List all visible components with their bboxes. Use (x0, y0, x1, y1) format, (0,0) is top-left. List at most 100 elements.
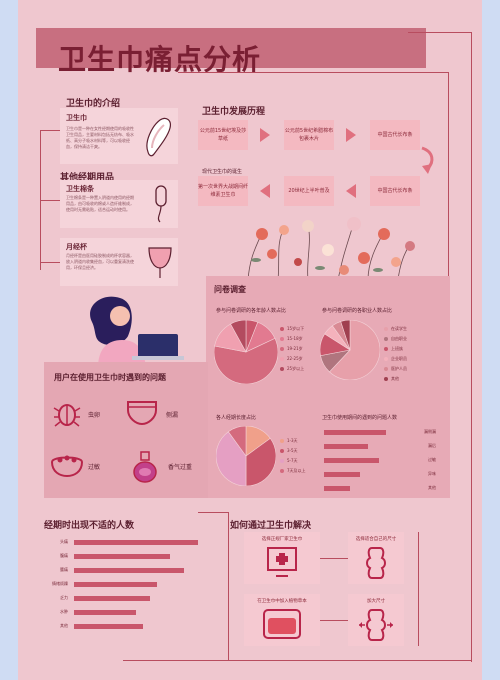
legend-item: 自由职业 (384, 336, 407, 342)
legend-item: 医护人员 (384, 366, 407, 372)
history-item: 公元前5世纪希腊棉布包裹木片 (284, 120, 334, 150)
legend-item: 企业职员 (384, 356, 407, 362)
age-pie-chart (214, 320, 278, 384)
problem-label: 虫卵 (88, 412, 101, 419)
solution-label: 在卫生巾中加入植物草本 (257, 599, 307, 604)
pie-slice (329, 320, 380, 380)
bar (324, 486, 350, 491)
history-item-text: 公元前5世纪希腊棉布包裹木片 (284, 128, 334, 142)
legend-item: 22-25岁 (280, 356, 303, 362)
pie-slice (214, 337, 278, 384)
chart1-title: 参与问卷调研的各年龄人数占比 (216, 308, 287, 314)
frame-line (198, 512, 228, 513)
bar-label: 腰痛 (60, 567, 68, 572)
bar-label: 水肿 (60, 609, 68, 614)
herbal-pad-icon (263, 609, 301, 639)
arrow-left-icon (260, 184, 270, 198)
menstrual-cup-icon (148, 247, 172, 278)
connector (40, 262, 60, 263)
cup-card: 月经杯 月经杯是由医用硅胶制成的杯状容器，放入阴道内收集经血，可以重复清洗使用，… (60, 238, 178, 286)
arrow-right-icon (260, 128, 270, 142)
legend-item: 1-3天 (280, 438, 298, 444)
pie-slice (340, 320, 351, 351)
history-item: 中国古代长布条 (370, 176, 420, 206)
history-item: 中国古代长布条 (370, 120, 420, 150)
intro-heading: 卫生巾的介绍 (66, 99, 121, 109)
pie-slice (230, 320, 247, 353)
legend-item: 其他 (384, 376, 399, 382)
frame-line (228, 512, 229, 660)
bar (74, 582, 157, 587)
frame-line (448, 72, 449, 352)
woman-laptop-illustration (90, 296, 184, 368)
chart3-title: 各人经期长度占比 (216, 415, 257, 421)
legend-item: 上班族 (384, 346, 403, 352)
connector (40, 130, 60, 131)
frame-line (471, 32, 472, 662)
bar (324, 458, 379, 463)
bar (74, 540, 198, 545)
first-aid-monitor-icon (267, 547, 297, 577)
period-length-pie-chart (216, 426, 276, 486)
intro-card: 卫生巾 卫生巾是一种在女性经期使用的吸收性卫生用品，主要材料包括无纺布、吸水纸、… (60, 108, 178, 164)
history-item: 第一次世界大战期间纤维素卫生巾 (198, 176, 248, 206)
discomfort-heading: 经期时出现不适的人数 (44, 521, 135, 531)
tampon-icon (155, 185, 167, 223)
bar (74, 554, 171, 559)
pie-slice (245, 437, 276, 486)
cup-text: 月经杯是由医用硅胶制成的杯状容器，放入阴道内收集经血，可以重复清洗使用，环保且经… (66, 253, 134, 270)
bar-label: 漏后 (428, 443, 436, 448)
bar (324, 444, 368, 449)
solution-card: 在卫生巾中加入植物草本 (244, 594, 320, 646)
legend-item: 15岁以下 (280, 326, 304, 332)
bar-label: 其他 (60, 623, 68, 628)
solution-card: 选择正规厂家卫生巾 (244, 532, 320, 584)
legend-item: 7天及以上 (280, 468, 306, 474)
solution-card: 加大尺寸 (348, 594, 404, 646)
legend-item: 25岁以上 (280, 366, 304, 372)
curved-arrow-icon (421, 146, 434, 174)
enlarge-pad-icon (359, 609, 393, 641)
history-item-text: 中国古代长布条 (377, 188, 413, 194)
legend-item: 3-5天 (280, 448, 298, 454)
frame-line (320, 558, 348, 559)
page-title: 卫生巾痛点分析 (58, 43, 262, 76)
history-item: 20世纪上半叶普及 (284, 176, 334, 206)
history-item-text: 中国古代长布条 (377, 132, 413, 138)
problem-label: 过敏 (88, 464, 101, 471)
pie-slice (216, 431, 247, 486)
cup-title: 月经杯 (66, 243, 87, 251)
frame-line (408, 32, 472, 33)
bar (324, 472, 361, 477)
pad-outline-icon (366, 547, 386, 579)
problem-label: 香气过重 (168, 464, 193, 471)
diaper-icon (127, 401, 157, 426)
frame-line (418, 532, 419, 646)
bar (324, 430, 386, 435)
connector (40, 200, 60, 201)
others-heading: 其他经期用品 (60, 173, 115, 183)
bar-label: 漏侧漏 (424, 429, 436, 434)
frame-line (123, 660, 472, 661)
problems-heading: 用户在使用卫生巾时遇到的问题 (54, 373, 166, 382)
solution-label: 选择正规厂家卫生巾 (261, 537, 303, 542)
survey-heading: 问卷调查 (214, 285, 246, 294)
pie-slice (227, 426, 247, 457)
solution-card: 选择适合自己的尺寸 (348, 532, 404, 584)
arrow-right-icon (346, 128, 356, 142)
frame-line (178, 72, 448, 73)
pad-icon (146, 117, 171, 157)
history-item: 公元前15世纪埃及莎草纸 (198, 120, 248, 150)
problem-label: 侧漏 (166, 412, 179, 419)
bar-label: 情绪烦躁 (52, 581, 68, 586)
arrow-left-icon (346, 184, 356, 198)
bar (74, 624, 143, 629)
chart4-title: 卫生巾使用期间的遇到的问题人数 (322, 415, 398, 421)
solution-label: 选择适合自己的尺寸 (355, 537, 397, 542)
infographic-page: 卫生巾痛点分析 卫生巾的介绍 卫生巾 卫生巾是一种在女性经期使用的吸收性卫生用品… (18, 0, 482, 680)
history-item-text: 公元前15世纪埃及莎草纸 (199, 128, 247, 142)
allergy-icon (50, 455, 84, 478)
history-item-text: 20世纪上半叶普及 (288, 188, 330, 194)
title-bar (36, 28, 426, 68)
tampon-title: 卫生棉条 (66, 185, 94, 193)
